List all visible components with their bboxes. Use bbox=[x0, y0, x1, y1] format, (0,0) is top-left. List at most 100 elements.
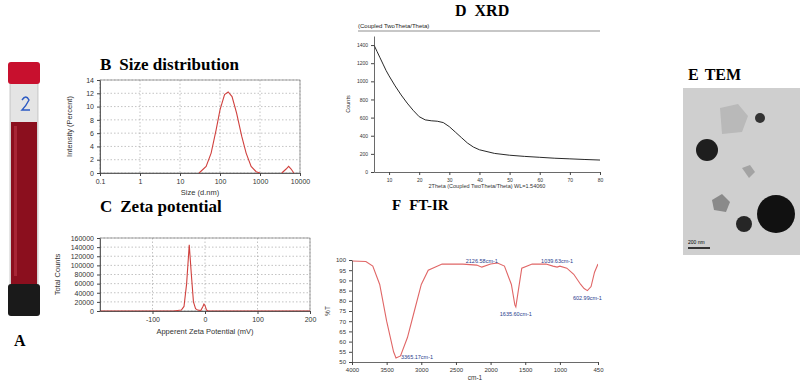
y-tick-mark bbox=[97, 173, 100, 174]
plot-area bbox=[100, 245, 310, 311]
x-tick-mark bbox=[560, 362, 561, 365]
y-tick-mark bbox=[371, 172, 374, 173]
y-tick: 600 bbox=[360, 115, 374, 121]
y-tick-label: 120000 bbox=[71, 253, 94, 260]
x-tick-mark bbox=[600, 172, 601, 175]
y-tick-label: 0 bbox=[365, 169, 368, 175]
data-line bbox=[374, 45, 600, 160]
x-tick-mark bbox=[598, 362, 599, 365]
y-tick-mark bbox=[371, 45, 374, 46]
x-tick-mark bbox=[479, 172, 480, 175]
y-tick-label: 800 bbox=[360, 97, 369, 103]
y-tick: 140000 bbox=[71, 244, 100, 251]
x-tick: 4000 bbox=[346, 362, 360, 373]
x-tick: 100 bbox=[215, 173, 227, 185]
y-tick-mark bbox=[349, 321, 352, 322]
y-tick: 100000 bbox=[71, 262, 100, 269]
figure: 0.111010010001000002468101214Size (d.nm)… bbox=[0, 0, 800, 382]
x-tick-mark bbox=[387, 362, 388, 365]
y-tick: 1400 bbox=[357, 42, 374, 48]
panel-letter: D bbox=[455, 2, 467, 19]
y-tick-mark bbox=[371, 99, 374, 100]
x-tick: 1000 bbox=[253, 173, 269, 185]
data-line bbox=[352, 261, 598, 358]
x-tick-mark bbox=[140, 173, 141, 176]
y-tick: 50 bbox=[339, 359, 352, 365]
x-tick: 3500 bbox=[380, 362, 394, 373]
y-tick-mark bbox=[371, 63, 374, 64]
grid bbox=[100, 238, 310, 311]
y-tick-mark bbox=[97, 107, 100, 108]
data-line bbox=[199, 92, 294, 173]
y-tick-label: 10 bbox=[86, 103, 94, 110]
y-tick-mark bbox=[371, 81, 374, 82]
y-tick-label: 600 bbox=[360, 115, 369, 121]
y-tick: 80 bbox=[339, 298, 352, 304]
panel-title: BSize distribution bbox=[100, 55, 239, 74]
grid-line bbox=[100, 106, 300, 107]
panel-c: -100010020002000040000600008000010000012… bbox=[53, 197, 316, 336]
x-tick-label: 100 bbox=[215, 178, 227, 185]
tube-liquid bbox=[11, 122, 37, 287]
y-tick-label: 0 bbox=[90, 308, 94, 315]
panel-title: ETEM bbox=[688, 66, 741, 83]
plot-area bbox=[374, 45, 600, 160]
x-tick-label: 4000 bbox=[346, 367, 360, 373]
y-tick: 60 bbox=[339, 339, 352, 345]
panel-letter: C bbox=[100, 197, 112, 216]
y-tick-mark bbox=[97, 265, 100, 266]
grid-line bbox=[100, 133, 300, 134]
tube-glass bbox=[10, 82, 38, 288]
x-tick: 70 bbox=[568, 172, 574, 183]
y-tick: 160000 bbox=[71, 235, 100, 242]
x-tick-label: 2000 bbox=[484, 367, 498, 373]
x-tick: 10000 bbox=[291, 173, 311, 185]
x-tick: 100 bbox=[252, 311, 264, 323]
x-tick-mark bbox=[220, 173, 221, 176]
x-axis: 4000350030002500200015001000450 bbox=[346, 362, 604, 373]
y-tick: 8 bbox=[90, 117, 100, 124]
x-tick-mark bbox=[419, 172, 420, 175]
x-tick-label: 1500 bbox=[519, 367, 533, 373]
y-tick-mark bbox=[97, 284, 100, 285]
y-tick-label: 20000 bbox=[75, 299, 95, 306]
panel-letter: E bbox=[688, 66, 699, 83]
y-tick-label: 400 bbox=[360, 133, 369, 139]
plot-frame bbox=[100, 238, 310, 311]
y-tick-label: 6 bbox=[90, 130, 94, 137]
x-tick-label: 30 bbox=[447, 177, 453, 183]
x-tick: 20 bbox=[417, 172, 423, 183]
x-tick-mark bbox=[260, 173, 261, 176]
x-tick-label: 0.1 bbox=[96, 178, 106, 185]
y-tick-label: 160000 bbox=[71, 235, 94, 242]
header-rule bbox=[358, 31, 600, 32]
grid-line bbox=[220, 80, 221, 173]
y-tick-label: 60 bbox=[339, 339, 346, 345]
y-tick-label: 60000 bbox=[75, 280, 95, 287]
plot-area bbox=[352, 261, 598, 358]
y-tick-mark bbox=[349, 280, 352, 281]
x-tick: 0.1 bbox=[96, 173, 106, 185]
tube-highlight bbox=[14, 126, 17, 276]
y-tick-mark bbox=[349, 342, 352, 343]
x-axis-title: cm-1 bbox=[468, 374, 483, 381]
y-tick: 90 bbox=[339, 278, 352, 284]
y-tick: 12 bbox=[86, 90, 100, 97]
grid-line bbox=[100, 119, 300, 120]
y-tick-label: 40000 bbox=[75, 289, 95, 296]
y-axis: 50556065707580859095100 bbox=[336, 257, 353, 365]
x-axis-line bbox=[375, 172, 601, 173]
y-tick-label: 55 bbox=[339, 349, 346, 355]
y-tick: 4 bbox=[90, 143, 100, 150]
grid-line bbox=[100, 159, 300, 160]
x-tick: 10 bbox=[387, 172, 393, 183]
grid-line bbox=[180, 80, 181, 173]
x-tick-label: 20 bbox=[417, 177, 423, 183]
y-tick-label: 65 bbox=[339, 329, 346, 335]
y-tick-mark bbox=[97, 311, 100, 312]
peak-label: 3365.17cm-1 bbox=[401, 354, 433, 360]
x-axis: 0.1110100100010000 bbox=[96, 173, 311, 185]
tem-blob bbox=[742, 165, 755, 178]
y-tick: 0 bbox=[90, 308, 100, 315]
y-tick-mark bbox=[97, 247, 100, 248]
